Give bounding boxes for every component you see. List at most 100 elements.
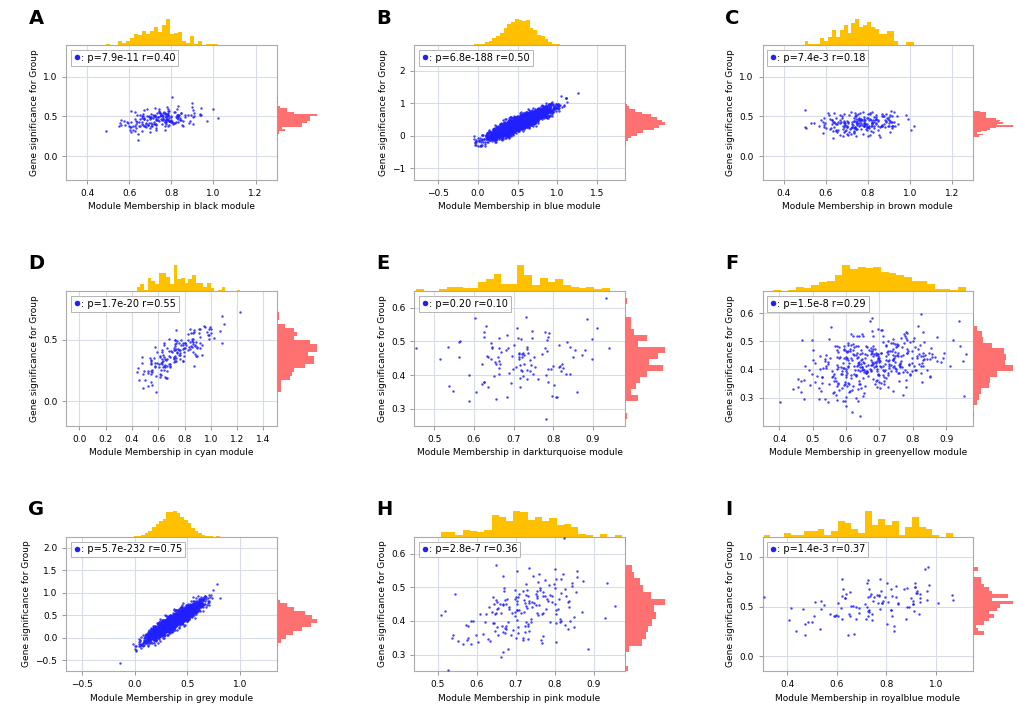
Point	[151, 630, 167, 641]
Point	[199, 599, 215, 611]
Point	[152, 623, 168, 635]
Point	[178, 614, 195, 626]
Point	[145, 622, 161, 634]
Point	[517, 110, 533, 122]
Point	[898, 601, 914, 612]
Point	[169, 614, 185, 625]
Point	[508, 116, 525, 127]
Point	[154, 358, 170, 370]
Point	[508, 114, 525, 126]
Point	[500, 117, 517, 129]
Point	[154, 620, 170, 632]
Point	[121, 121, 138, 132]
Point	[146, 627, 162, 638]
Point	[155, 632, 171, 644]
Point	[502, 122, 519, 134]
Point	[515, 118, 531, 130]
Point	[181, 604, 198, 616]
Point	[180, 600, 197, 612]
Point	[501, 119, 518, 131]
Point	[811, 623, 827, 635]
Point	[518, 116, 534, 128]
Point	[183, 604, 200, 616]
Point	[529, 110, 545, 121]
Point	[175, 613, 192, 625]
Point	[512, 121, 528, 133]
Point	[507, 118, 524, 130]
Point	[923, 352, 940, 363]
Point	[793, 334, 809, 345]
Bar	[276, 352, 308, 356]
Point	[177, 604, 194, 616]
Point	[183, 101, 200, 113]
Point	[164, 623, 180, 635]
Point	[491, 124, 507, 136]
Point	[883, 117, 900, 129]
Point	[172, 610, 189, 622]
Bar	[477, 44, 481, 45]
Point	[166, 617, 182, 628]
Point	[186, 601, 203, 612]
Point	[197, 595, 213, 606]
Point	[514, 116, 530, 127]
Point	[440, 380, 457, 391]
Point	[166, 344, 182, 356]
Point	[495, 128, 512, 139]
Point	[501, 126, 518, 137]
Point	[512, 114, 528, 126]
Bar	[276, 627, 303, 631]
Point	[518, 113, 534, 125]
Point	[156, 622, 172, 634]
Point	[151, 625, 167, 636]
Point	[148, 620, 164, 632]
Point	[184, 607, 201, 619]
Point	[167, 615, 183, 627]
Point	[179, 614, 196, 626]
Point	[176, 610, 193, 622]
Point	[186, 598, 203, 609]
Point	[156, 630, 172, 641]
Point	[169, 610, 185, 622]
Point	[168, 611, 184, 622]
Point	[186, 601, 203, 612]
Point	[501, 119, 518, 131]
Point	[507, 120, 524, 131]
Point	[514, 113, 530, 125]
Point	[518, 115, 534, 126]
Point	[163, 616, 179, 627]
Point	[528, 109, 544, 121]
Point	[529, 110, 545, 121]
Point	[496, 127, 513, 139]
Point	[489, 129, 505, 140]
Point	[162, 613, 178, 625]
Point	[514, 118, 530, 130]
Point	[490, 128, 506, 139]
Point	[508, 116, 525, 127]
Point	[146, 627, 162, 639]
Point	[168, 609, 184, 621]
Point	[170, 608, 186, 619]
Point	[495, 123, 512, 135]
Point	[516, 118, 532, 129]
Point	[164, 613, 180, 625]
Point	[491, 125, 507, 136]
Point	[165, 614, 181, 625]
Point	[179, 609, 196, 620]
Point	[521, 116, 537, 127]
Point	[168, 609, 184, 621]
Point	[151, 103, 167, 115]
Point	[154, 619, 170, 631]
Point	[492, 123, 508, 135]
Point	[504, 122, 521, 134]
Point	[490, 355, 506, 367]
Point	[178, 609, 195, 621]
Point	[156, 619, 172, 630]
Point	[511, 121, 527, 132]
Point	[494, 627, 511, 638]
Point	[193, 605, 209, 617]
Point	[149, 630, 165, 641]
Point	[515, 115, 531, 126]
Point	[160, 622, 176, 633]
Point	[508, 119, 525, 131]
Point	[908, 585, 924, 596]
